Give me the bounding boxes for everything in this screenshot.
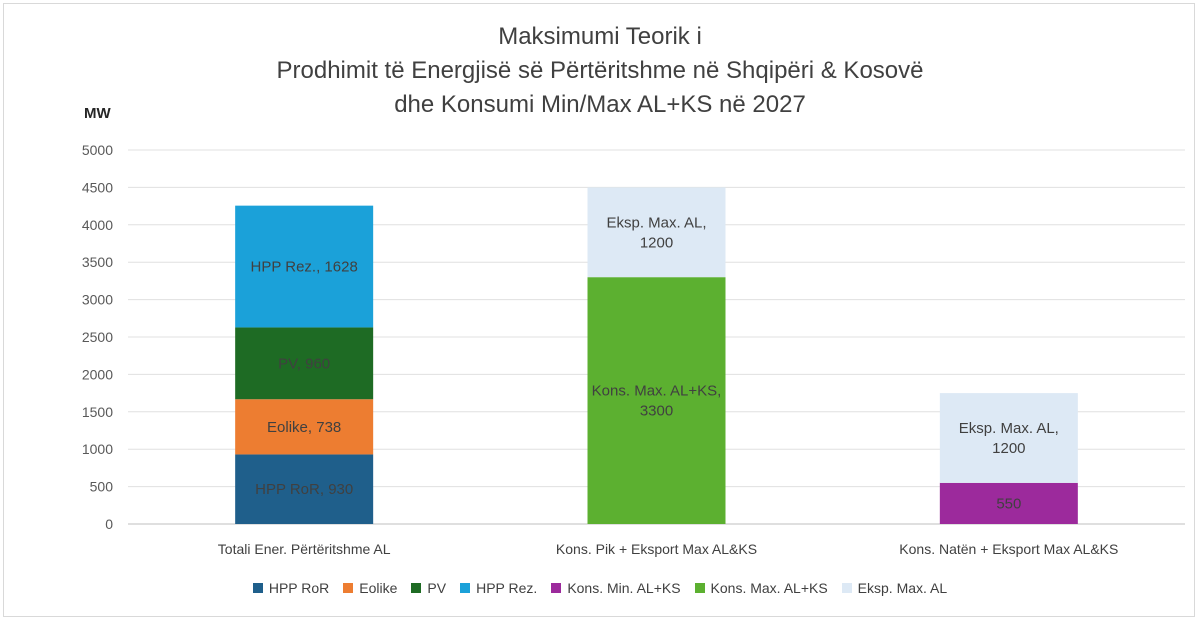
bar-segment [235,327,374,400]
chart-title-line-2: Prodhimit të Energjisë së Përtëritshme n… [276,57,924,84]
bar-segment [235,454,374,524]
y-tick-label: 2500 [82,329,113,345]
legend-item: HPP RoR [252,580,330,596]
data-label: HPP Rez., 1628 [251,259,358,276]
legend-swatch [551,583,562,593]
y-tick-label: 5000 [82,142,113,158]
y-tick-label: 500 [90,479,114,495]
legend-item: PV [411,580,446,596]
bar-segment [939,393,1078,483]
x-category-label: Kons. Pik + Eksport Max AL&KS [556,541,757,557]
legend-swatch [252,583,263,593]
legend-label: Kons. Min. AL+KS [567,580,681,596]
y-tick-label: 4500 [82,179,113,195]
y-tick-label: 3500 [82,254,113,270]
x-category-label: Kons. Natën + Eksport Max AL&KS [899,541,1118,557]
data-label: HPP RoR, 930 [255,481,353,498]
y-tick-label: 1500 [82,404,113,420]
y-tick-label: 0 [105,516,113,532]
y-tick-label: 2000 [82,366,113,382]
bar-segment [235,399,374,455]
legend-item: Kons. Min. AL+KS [551,580,681,596]
x-category-label: Totali Ener. Përtëritshme AL [218,541,391,557]
data-label: Eksp. Max. AL, 1200 [606,214,706,251]
data-label: Eksp. Max. AL, 1200 [959,420,1059,457]
legend-label: PV [427,580,447,596]
data-label: PV, 960 [278,355,330,372]
chart-legend: HPP RoR Eolike PV HPP Rez. Kons. Min. AL+KS K… [0,580,1200,596]
legend-label: Eksp. Max. AL [857,580,948,596]
data-label: Eolike, 738 [267,419,341,436]
chart-title: Maksimumi Teorik i Prodhimit të Energjis… [0,20,1200,122]
legend-label: HPP Rez. [476,580,538,596]
chart-title-line-1: Maksimumi Teorik i [498,23,702,50]
bar-segment [235,205,374,328]
y-axis-unit-label: MW [84,105,111,122]
bar-segment [587,187,726,278]
legend-label: Kons. Max. AL+KS [710,580,828,596]
y-tick-label: 1000 [82,441,113,457]
y-tick-label: 3000 [82,292,113,308]
legend-item: HPP Rez. [460,580,537,596]
bar-segment [939,482,1078,524]
legend-swatch [343,583,354,593]
legend-item: Eksp. Max. AL [841,580,948,596]
y-tick-label: 4000 [82,217,113,233]
legend-swatch [694,583,705,593]
legend-item: Eolike [343,580,397,596]
legend-swatch [411,583,422,593]
legend-swatch [841,583,852,593]
legend-label: Eolike [359,580,398,596]
data-label: Kons. Max. AL+KS, 3300 [592,383,722,420]
data-label: 550 [996,495,1021,512]
legend-item: Kons. Max. AL+KS [694,580,828,596]
legend-label: HPP RoR [268,580,330,596]
chart-title-line-3: dhe Konsumi Min/Max AL+KS në 2027 [394,91,806,118]
legend-swatch [460,583,471,593]
bar-segment [587,277,726,524]
